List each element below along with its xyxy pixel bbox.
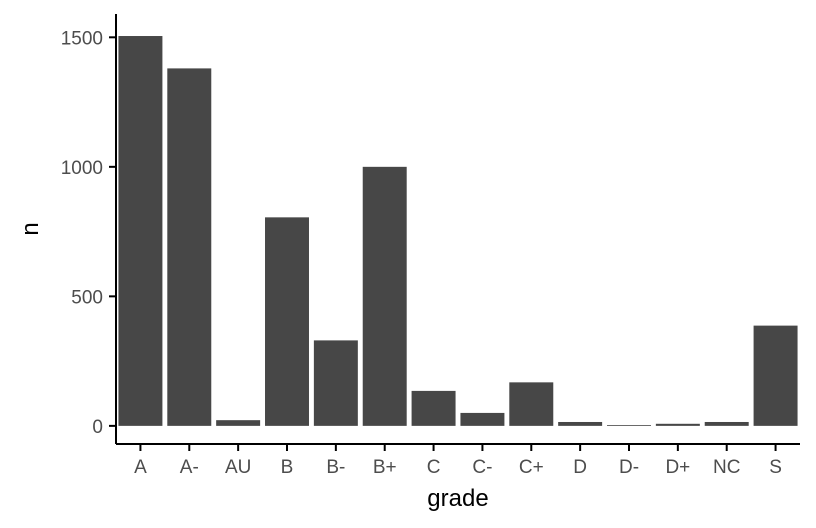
bar-D+ <box>655 423 700 426</box>
x-tick-label: C- <box>472 457 492 478</box>
x-tick-label: A- <box>180 457 199 478</box>
bars-group <box>118 36 798 426</box>
bar-NC <box>704 421 749 426</box>
y-tick-label: 500 <box>71 287 103 308</box>
bar-B- <box>313 340 358 426</box>
y-tick-label: 1500 <box>61 28 103 49</box>
x-tick-label: C+ <box>519 457 544 478</box>
bar-B <box>265 217 309 426</box>
y-axis-title: n <box>17 222 44 235</box>
x-tick-label: AU <box>225 457 251 478</box>
x-tick-label: S <box>769 457 782 478</box>
y-tick-label: 0 <box>92 417 103 438</box>
bar-S <box>753 325 798 426</box>
bar-C- <box>460 412 505 426</box>
bar-C <box>411 390 456 426</box>
bar-A <box>118 36 163 426</box>
bar-D <box>558 421 603 426</box>
y-axis-ticks: 0 500 1000 1500 <box>61 28 116 438</box>
bar-C+ <box>509 382 554 426</box>
bar-D- <box>607 425 651 426</box>
x-tick-label: D+ <box>665 457 690 478</box>
x-tick-label: NC <box>713 457 740 478</box>
x-tick-label: D <box>573 457 587 478</box>
x-axis-ticks: A A- AU B B- B+ C C- C+ D D- D+ NC S <box>134 444 782 478</box>
x-tick-label: D- <box>619 457 639 478</box>
x-tick-label: B+ <box>373 457 397 478</box>
x-tick-label: C <box>427 457 441 478</box>
x-tick-label: B- <box>326 457 345 478</box>
bar-B+ <box>362 166 407 426</box>
bar-A- <box>167 68 212 426</box>
x-axis-title: grade <box>427 485 488 512</box>
bar-AU <box>216 420 261 426</box>
x-tick-label: A <box>134 457 147 478</box>
y-tick-label: 1000 <box>61 158 103 179</box>
x-tick-label: B <box>281 457 294 478</box>
